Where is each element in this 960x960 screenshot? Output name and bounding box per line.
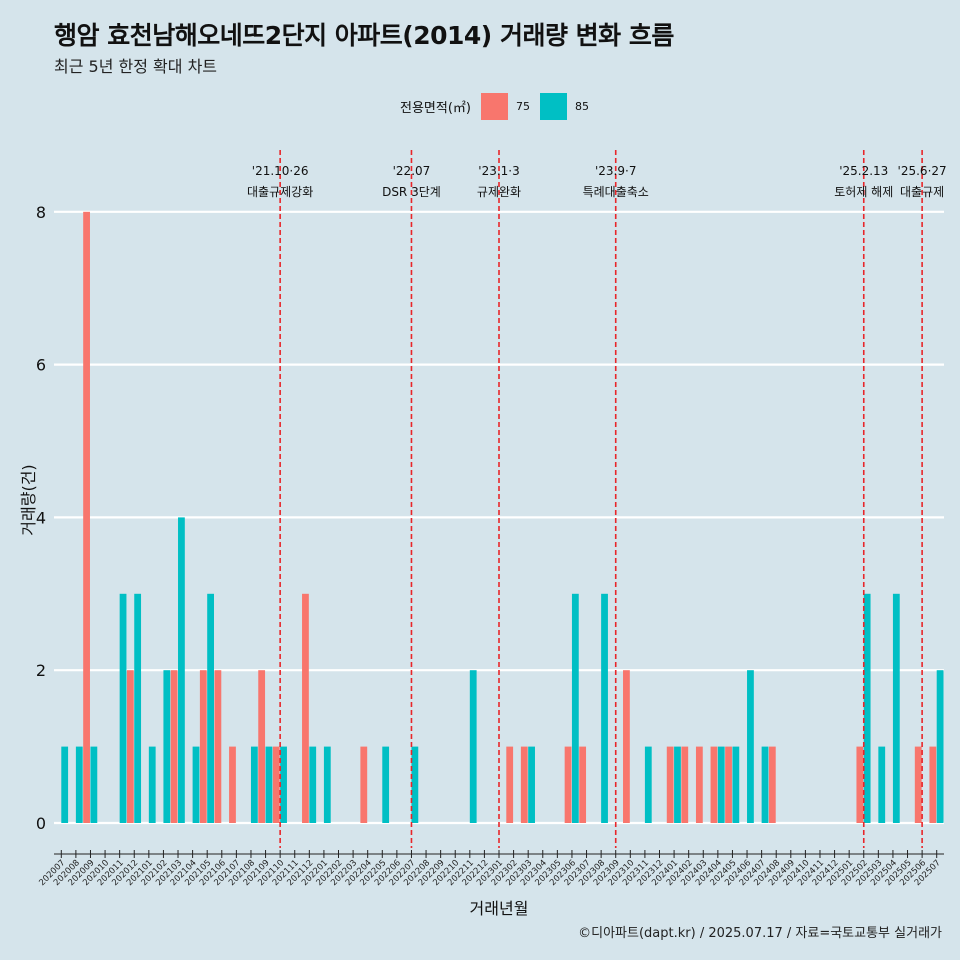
event-date: '21.10·26 [252, 164, 309, 178]
bar-85-202008 [75, 746, 83, 823]
bar-85-202012 [134, 593, 142, 823]
bar-75-202303 [520, 746, 528, 823]
y-tick-label: 0 [36, 814, 46, 833]
bar-75-202506 [914, 746, 922, 823]
bar-75-202106 [214, 670, 222, 823]
bar-75-202401 [666, 746, 674, 823]
bar-85-202105 [207, 593, 214, 823]
y-tick-label: 2 [36, 661, 46, 680]
bar-85-202110 [280, 746, 287, 823]
event-date: '23.1·3 [478, 164, 519, 178]
bar-85-202103 [178, 517, 185, 823]
bar-85-202306 [571, 593, 579, 823]
bar-85-202211 [469, 670, 477, 823]
caption: ©디아파트(dapt.kr) / 2025.07.17 / 자료=국토교통부 실… [578, 926, 942, 941]
y-tick-label: 4 [36, 508, 46, 527]
bar-85-202011 [119, 593, 127, 823]
bar-75-202107 [229, 746, 236, 823]
legend-title: 전용면적(㎡) [400, 101, 471, 116]
x-axis-title: 거래년월 [470, 899, 529, 918]
bar-75-202310 [623, 670, 630, 823]
bar-85-202504 [892, 593, 900, 823]
bar-75-202105 [199, 670, 207, 823]
bar-85-202502 [863, 593, 871, 823]
event-label: 특례대출축소 [583, 185, 649, 199]
y-tick-label: 8 [36, 203, 46, 222]
y-tick-label: 6 [36, 356, 46, 375]
bar-75-202507 [929, 746, 937, 823]
bar-75-202408 [768, 746, 776, 823]
event-date: '25.2.13 [839, 164, 888, 178]
bar-75-202109 [258, 670, 266, 823]
bar-85-202404 [717, 746, 725, 823]
bar-85-202201 [323, 746, 331, 823]
event-date: '22.07 [393, 164, 431, 178]
bar-75-202404 [710, 746, 718, 823]
chart-title: 행암 효천남해오네뜨2단지 아파트(2014) 거래량 변화 흐름 [54, 21, 674, 50]
bar-75-202402 [681, 746, 689, 823]
bar-85-202007 [61, 746, 69, 823]
chart-subtitle: 최근 5년 한정 확대 차트 [54, 57, 218, 76]
bar-75-202307 [579, 746, 587, 823]
bar-75-202012 [126, 670, 134, 823]
bar-85-202507 [936, 670, 944, 823]
legend-label-75: 75 [515, 100, 530, 113]
bar-75-202403 [695, 746, 703, 823]
bar-75-202302 [506, 746, 514, 823]
event-date: '25.6·27 [898, 164, 947, 178]
legend: 전용면적(㎡) 75 85 [400, 93, 599, 120]
bar-85-202108 [250, 746, 258, 823]
bar-75-202112 [302, 593, 309, 823]
bar-85-202401 [674, 746, 681, 823]
bar-75-202110 [272, 746, 280, 823]
event-label: 대출규제강화 [247, 185, 313, 199]
bar-85-202308 [601, 593, 608, 823]
bar-85-202303 [528, 746, 535, 823]
bar-75-202009 [83, 211, 90, 824]
bar-85-202205 [382, 746, 390, 823]
bar-75-202502 [856, 746, 864, 823]
legend-key-85 [539, 93, 567, 120]
bar-85-202112 [309, 746, 317, 823]
bar-85-202405 [732, 746, 740, 823]
bar-85-202104 [192, 746, 200, 823]
bar-85-202406 [747, 670, 754, 823]
event-date: '23.9·7 [595, 164, 636, 178]
legend-label-85: 85 [574, 100, 589, 113]
bar-85-202503 [878, 746, 886, 823]
event-label: 대출규제 [900, 185, 944, 199]
event-label: DSR 3단계 [382, 185, 441, 199]
bar-75-202103 [170, 670, 178, 823]
bar-75-202405 [725, 746, 732, 823]
bar-85-202109 [265, 746, 273, 823]
event-label: 토허제 해제 [834, 185, 893, 199]
y-axis-title: 거래량(건) [19, 464, 38, 535]
bar-75-202306 [564, 746, 572, 823]
bar-85-202102 [163, 670, 171, 823]
bar-85-202311 [644, 746, 652, 823]
legend-key-75 [480, 93, 508, 120]
bar-85-202009 [90, 746, 98, 823]
bar-75-202204 [360, 746, 368, 823]
bar-85-202207 [411, 746, 419, 823]
bar-85-202407 [761, 746, 769, 823]
event-label: 규제완화 [477, 185, 521, 199]
bar-85-202101 [148, 746, 156, 823]
